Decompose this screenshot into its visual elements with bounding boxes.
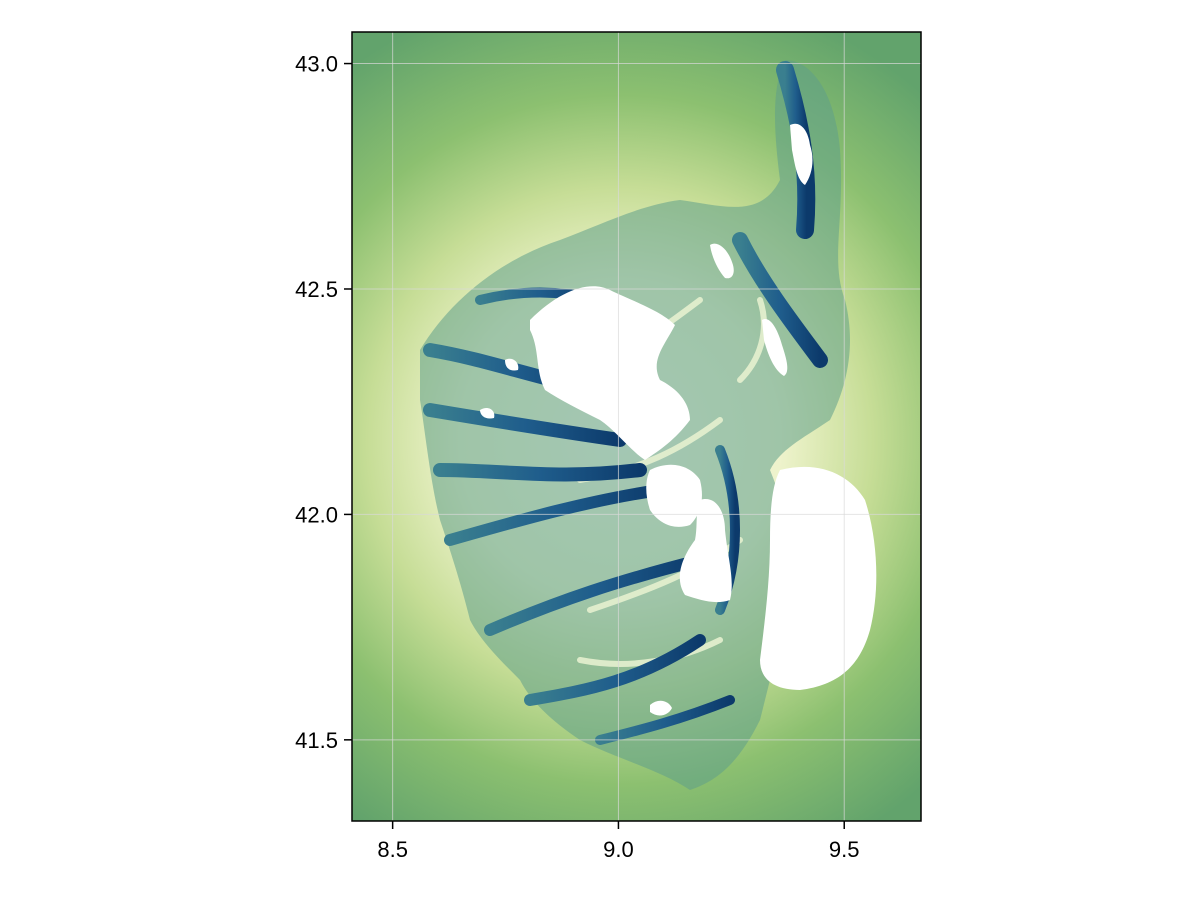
x-tick-label: 8.5 xyxy=(377,837,408,862)
y-tick-label: 43.0 xyxy=(295,52,338,77)
y-tick-label: 42.5 xyxy=(295,277,338,302)
plot-frame xyxy=(351,31,922,822)
grid xyxy=(352,32,921,821)
white-regions xyxy=(480,123,877,716)
y-axis: 41.5 42.0 42.5 43.0 xyxy=(295,52,352,753)
y-tick-label: 42.0 xyxy=(295,502,338,527)
x-axis: 8.5 9.0 9.5 xyxy=(377,821,860,862)
x-tick-label: 9.0 xyxy=(603,837,634,862)
x-tick-label: 9.5 xyxy=(829,837,860,862)
plot-area xyxy=(352,32,921,821)
y-tick-label: 41.5 xyxy=(295,728,338,753)
